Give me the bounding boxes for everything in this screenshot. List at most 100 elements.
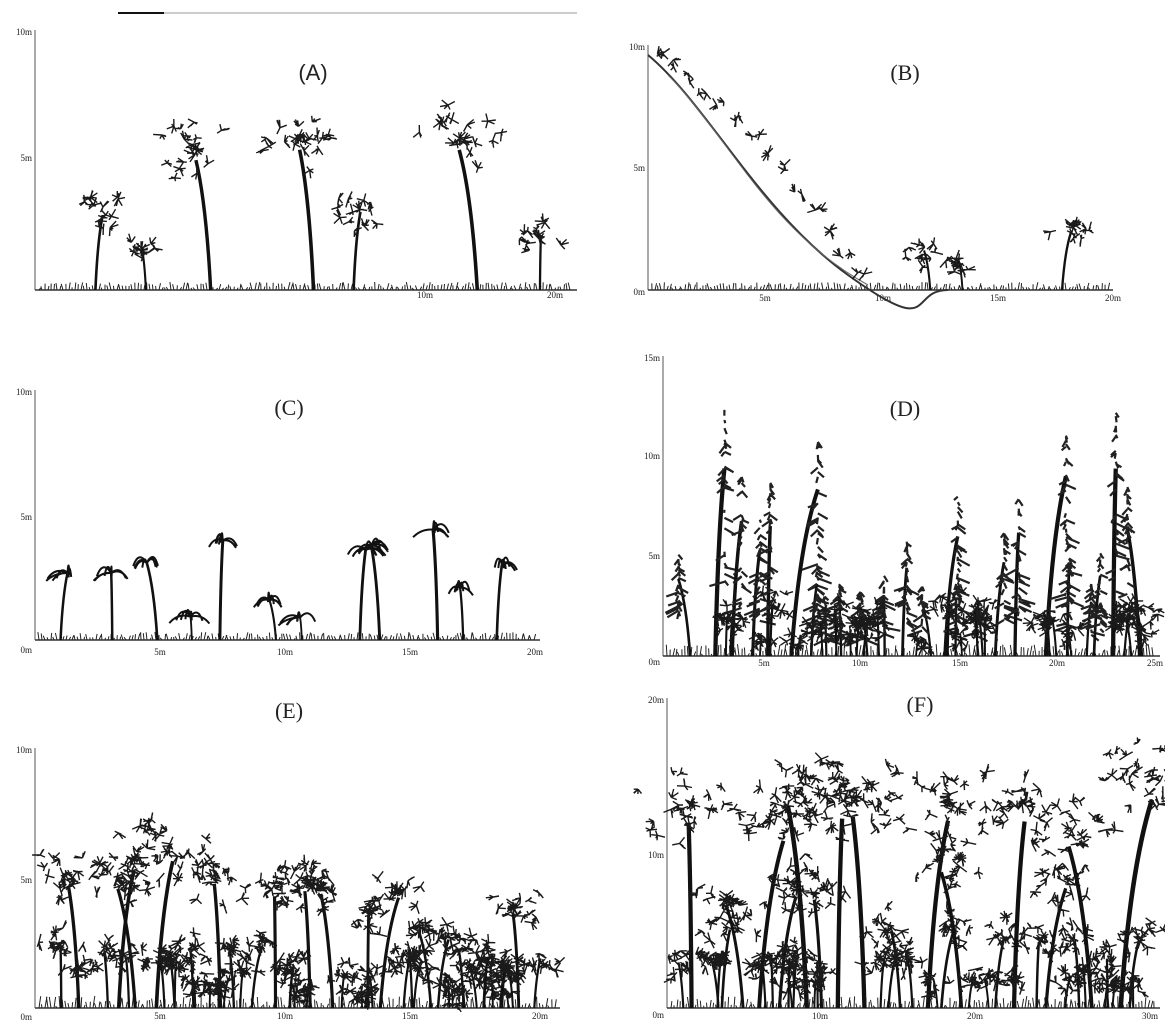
foliage: [133, 557, 158, 569]
trunk: [1052, 620, 1056, 656]
foliage: [254, 593, 282, 608]
foliage: [189, 853, 251, 914]
x-tick-label: 20m: [1049, 658, 1065, 668]
x-tick-label: 20m: [967, 1011, 983, 1021]
foliage: [709, 97, 724, 110]
trunk: [360, 550, 366, 640]
x-tick-label: 15m: [402, 647, 418, 657]
rock-slope: [648, 55, 948, 308]
trunk: [726, 618, 727, 656]
x-tick-label: 5m: [154, 1011, 166, 1021]
trunk: [61, 948, 62, 1008]
foliage: [664, 947, 703, 984]
foliage: [789, 184, 805, 202]
trunk: [689, 823, 692, 1008]
trunk: [354, 212, 361, 290]
foliage: [517, 954, 565, 978]
trunk: [1037, 942, 1039, 1008]
x-tick-label: 10m: [277, 647, 293, 657]
trunk: [497, 564, 502, 640]
y-tick-label: 10m: [16, 387, 32, 397]
foliage: [940, 250, 976, 278]
trunk: [853, 817, 865, 1008]
foliage: [902, 237, 943, 273]
x-tick-label: 15m: [952, 658, 968, 668]
x-tick-label: 5m: [759, 293, 771, 303]
foliage: [852, 268, 873, 281]
foliage: [756, 583, 793, 622]
trunk: [715, 469, 724, 656]
panel-label: (B): [890, 60, 919, 85]
foliage: [1098, 737, 1165, 813]
y-tick-label: 0m: [633, 287, 645, 297]
foliage: [256, 116, 337, 179]
foliage: [960, 595, 997, 627]
trunk: [1062, 233, 1071, 290]
x-tick-label: 5m: [154, 647, 166, 657]
y-tick-label: 10m: [16, 745, 32, 755]
y-tick-label: 10m: [629, 42, 645, 52]
foliage: [495, 558, 517, 571]
foliage: [519, 213, 569, 252]
trunk: [175, 968, 176, 1008]
foliage: [688, 884, 751, 915]
trunk: [902, 568, 906, 656]
foliage: [807, 202, 827, 212]
foliage: [761, 145, 773, 161]
foliage: [1131, 623, 1159, 648]
trunk: [61, 573, 68, 640]
trunk: [770, 605, 772, 656]
x-tick-label: 10m: [852, 658, 868, 668]
foliage: [736, 787, 839, 860]
foliage: [926, 584, 967, 621]
trunk: [300, 617, 302, 640]
y-tick-label: 0m: [648, 657, 660, 667]
panel-label: (C): [274, 395, 303, 420]
foliage: [1055, 544, 1084, 631]
foliage: [169, 610, 209, 624]
x-tick-label: 10m: [277, 1011, 293, 1021]
trunk: [126, 958, 129, 1008]
trunk: [371, 546, 379, 640]
foliage: [79, 190, 125, 236]
y-tick-label: 5m: [20, 875, 32, 885]
foliage: [127, 234, 163, 262]
foliage: [331, 192, 383, 237]
foliage: [668, 58, 681, 72]
y-tick-label: 20m: [648, 695, 664, 705]
foliage: [683, 71, 694, 88]
ground-cover: [666, 644, 1153, 656]
x-tick-label: 15m: [402, 1011, 418, 1021]
y-tick-label: 5m: [648, 551, 660, 561]
foliage: [657, 46, 670, 59]
trunk: [460, 588, 463, 640]
y-tick-label: 5m: [20, 153, 32, 163]
y-tick-label: 15m: [644, 353, 660, 363]
x-tick-label: 20m: [1105, 293, 1121, 303]
figure: (A)10m5m10m20m (B) 10m 5m 0m 5m 10m 15m 20m (C) 10…: [0, 0, 1165, 1021]
trunk: [722, 930, 730, 1008]
trunk: [196, 160, 211, 290]
x-tick-label: 30m: [1142, 1011, 1158, 1021]
foliage: [916, 830, 983, 893]
y-tick-label: 10m: [644, 451, 660, 461]
foliage: [1029, 797, 1123, 873]
y-tick-label: 5m: [633, 163, 645, 173]
x-tick-label: 20m: [547, 290, 563, 300]
trunk: [540, 236, 541, 290]
foliage: [242, 930, 286, 970]
foliage: [413, 100, 507, 173]
foliage: [58, 955, 99, 979]
trunk: [269, 600, 276, 640]
x-tick-label: 25m: [1147, 658, 1163, 668]
trunk: [275, 896, 276, 1008]
trunk: [433, 530, 438, 640]
x-tick-label: 20m: [532, 1011, 548, 1021]
panel-label: (F): [907, 692, 934, 717]
y-tick-label: 0m: [652, 1010, 664, 1020]
foliage: [37, 920, 71, 958]
